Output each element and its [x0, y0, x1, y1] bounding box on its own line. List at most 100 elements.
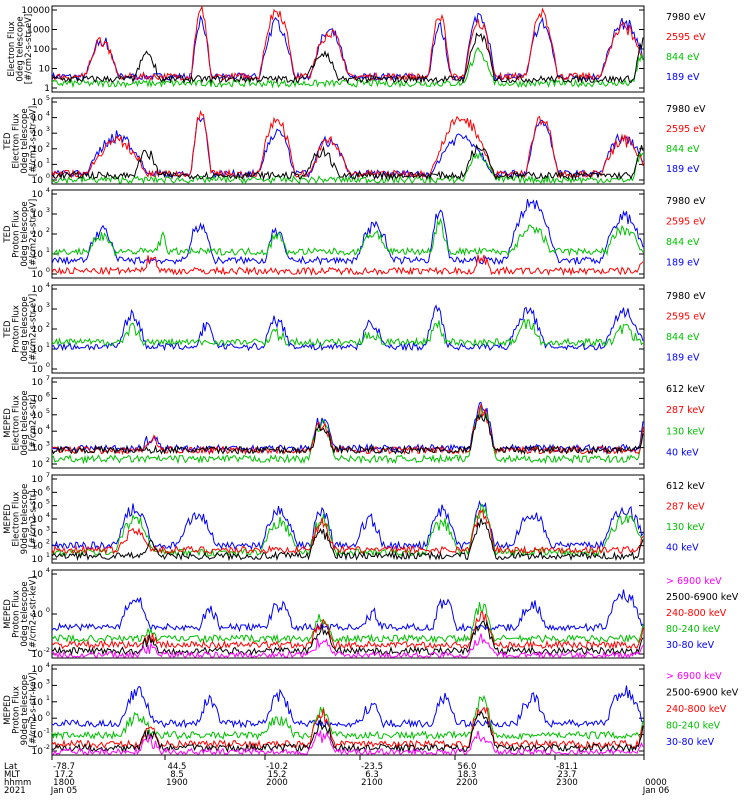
legend-entry: 2595 eV	[666, 124, 706, 135]
y-tick-exponent: 3	[46, 440, 50, 448]
y-tick-exponent: 2	[46, 538, 50, 546]
y-axis-label-line: 0deg telescope	[20, 296, 30, 361]
y-tick-exponent: -1	[44, 727, 50, 735]
legend-entry: 189 eV	[666, 72, 700, 83]
x-axis-value: 8.5	[170, 770, 184, 780]
y-tick-label: 10	[32, 714, 44, 724]
y-axis-label-line: MEPED	[3, 695, 13, 725]
series-line	[51, 710, 644, 753]
series-line	[52, 730, 644, 756]
x-axis-value: Jan 06	[642, 786, 670, 796]
x-axis-value: 2300	[556, 778, 578, 788]
x-axis-row-label: MLT	[4, 770, 21, 780]
y-tick-label: 10	[32, 681, 44, 691]
y-axis-label-line: 0deg telescope	[20, 581, 30, 646]
x-axis-value: 2000	[266, 778, 288, 788]
series-line	[51, 412, 644, 455]
y-tick-label: 10	[32, 250, 44, 260]
y-axis-label-line: [#/cm2-s-str-eV]	[29, 199, 39, 269]
x-axis-value: 6.3	[365, 770, 379, 780]
y-tick-exponent: 5	[46, 498, 50, 506]
y-tick-exponent: 0	[46, 172, 50, 180]
panel-frame	[51, 97, 645, 185]
y-tick-exponent: 4	[46, 566, 50, 574]
y-tick-exponent: 2	[46, 456, 50, 464]
y-axis-label-line: 0deg telescope	[20, 108, 30, 173]
y-tick-exponent: 4	[46, 511, 50, 519]
y-tick-label: 10	[32, 528, 44, 538]
legend-entry: 40 keV	[666, 543, 699, 554]
y-axis-label-line: [#/cm2-s-str]	[29, 395, 39, 452]
y-axis-label-line: Proton Flux	[12, 686, 22, 734]
y-tick-label: 10	[32, 555, 44, 565]
y-tick-exponent: -2	[44, 646, 50, 654]
series-line	[51, 499, 644, 551]
y-axis-label-line: Electron Flux	[12, 395, 22, 450]
y-tick-exponent: 4	[46, 110, 50, 118]
y-tick-label: 10	[32, 610, 44, 620]
legend-entry: 7980 eV	[666, 196, 706, 207]
legend-entry: 7980 eV	[666, 12, 706, 23]
y-tick-exponent: 6	[46, 484, 50, 492]
x-axis-value: Jan 05	[50, 786, 78, 796]
y-tick-exponent: -2	[44, 743, 50, 751]
legend-entry: 2595 eV	[666, 32, 706, 43]
y-axis-label-line: 0deg telescope	[20, 390, 30, 455]
series-line	[51, 116, 644, 180]
y-axis-label-line: TED	[3, 320, 13, 339]
x-axis-value: -23.5	[361, 762, 383, 772]
y-axis-label-line: 0deg telescope	[16, 16, 26, 81]
y-tick-exponent: 5	[46, 94, 50, 102]
y-tick-label: 10	[32, 160, 44, 170]
series-line	[51, 46, 644, 89]
x-axis-value: 56.0	[458, 762, 477, 772]
y-tick-exponent: 1	[46, 156, 50, 164]
x-axis-value: 44.5	[168, 762, 187, 772]
x-axis-value: 1900	[166, 778, 188, 788]
series-line	[51, 109, 644, 179]
y-tick-label: 10	[32, 427, 44, 437]
series-line	[51, 5, 644, 82]
y-tick-exponent: 7	[46, 374, 50, 382]
y-axis-label-line: 90deg telescope	[20, 675, 30, 746]
y-tick-exponent: 3	[46, 301, 50, 309]
x-axis-value: 17.2	[55, 770, 74, 780]
y-axis-label-line: Electron Flux	[12, 113, 22, 168]
y-axis-label-line: Electron Flux	[12, 491, 22, 546]
y-tick-label: 10	[32, 542, 44, 552]
legend-entry: 612 keV	[666, 384, 705, 395]
legend-entry: 612 keV	[666, 481, 705, 492]
panel-frame	[51, 377, 645, 469]
y-tick-exponent: 0	[46, 710, 50, 718]
y-tick-label: 100	[33, 45, 50, 55]
series-line	[51, 199, 644, 266]
legend-entry: 30-80 keV	[666, 640, 715, 651]
y-tick-label: 10	[32, 444, 44, 454]
y-tick-label: 1000	[27, 26, 50, 36]
x-axis-value: 0000	[645, 778, 667, 788]
legend-entry: 240-800 keV	[666, 608, 727, 619]
y-tick-label: 10	[32, 114, 44, 124]
x-axis-value: 15.2	[268, 770, 287, 780]
y-axis-label-line: MEPED	[3, 504, 13, 534]
y-axis-label-line: Electron Flux	[7, 21, 17, 76]
series-line	[51, 143, 644, 181]
y-tick-label: 10	[32, 394, 44, 404]
y-tick-label: 10	[32, 378, 44, 388]
x-axis-row-label: Lat	[4, 762, 18, 772]
y-tick-label: 10	[32, 210, 44, 220]
y-tick-exponent: 1	[46, 341, 50, 349]
y-tick-exponent: 3	[46, 524, 50, 532]
legend-entry: 80-240 keV	[666, 624, 721, 635]
series-line	[51, 151, 644, 185]
y-tick-exponent: 0	[46, 266, 50, 274]
legend-entry: 844 eV	[666, 144, 700, 155]
panel-frame	[51, 189, 645, 279]
legend-entry: 30-80 keV	[666, 737, 715, 748]
series-line	[51, 633, 644, 659]
